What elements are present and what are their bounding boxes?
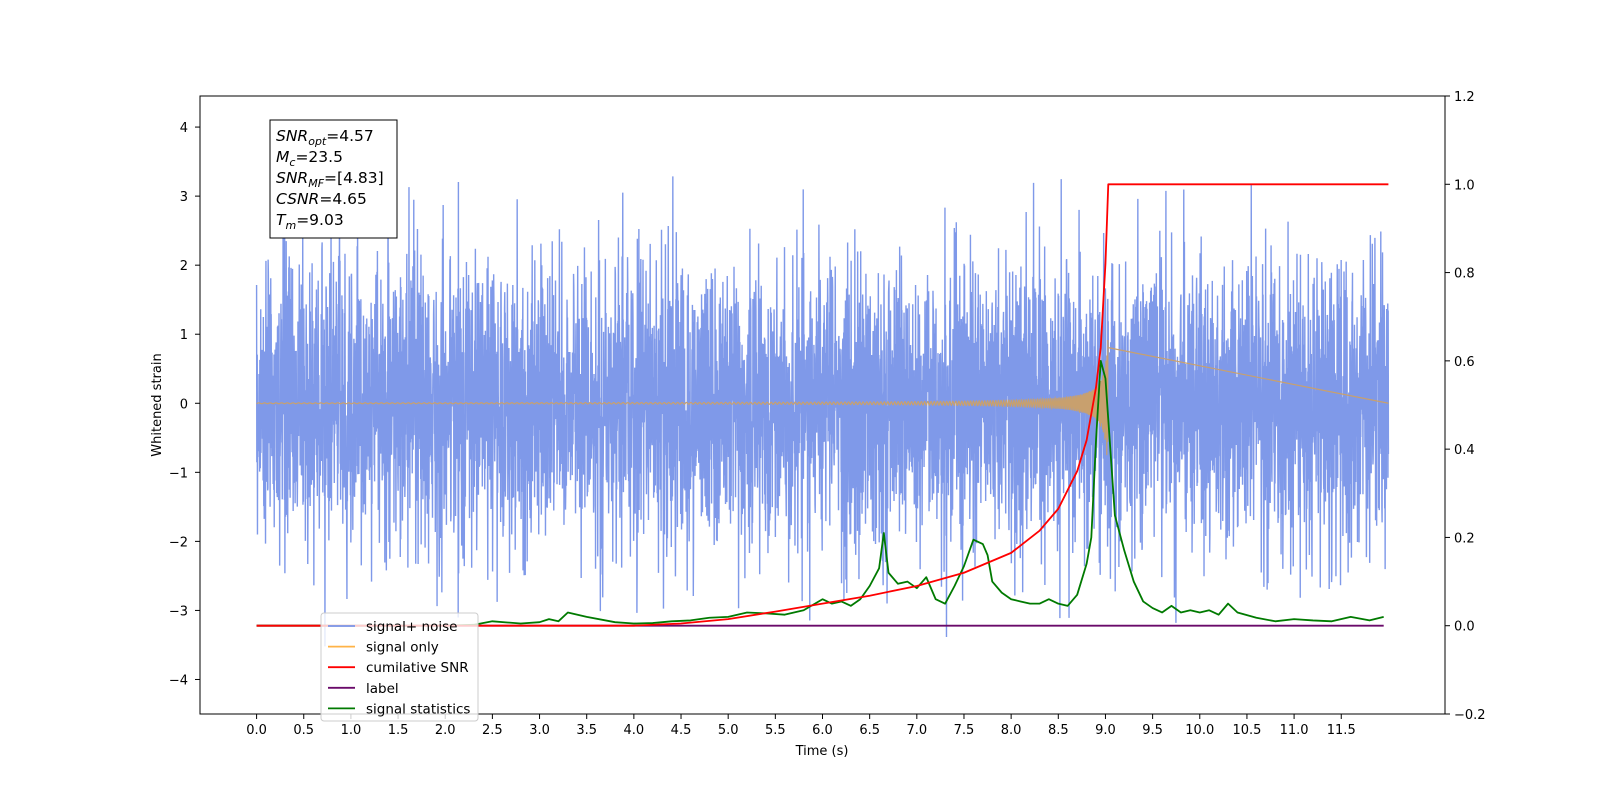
y2-tick-label: 0.8 xyxy=(1454,267,1475,282)
x-axis: 0.0 0.5 1.0 1.5 2.0 2.5 3.0 3.5 4.0 4.5 5.0 5.5 6.0 6… xyxy=(246,714,1356,738)
series-cumulative-snr xyxy=(256,183,1389,627)
y2-tick-label: 1.2 xyxy=(1454,90,1475,105)
legend-label: signal statistics xyxy=(366,701,470,717)
y-tick-label: −1 xyxy=(169,466,188,481)
y-tick-label: −2 xyxy=(169,535,188,550)
x-axis-title: Time (s) xyxy=(795,744,849,759)
x-tick-label: 10.0 xyxy=(1185,723,1214,738)
y2-tick-label: 1.0 xyxy=(1454,178,1475,193)
x-tick-label: 11.0 xyxy=(1280,723,1309,738)
x-tick-label: 3.5 xyxy=(576,723,597,738)
y-tick-label: −3 xyxy=(169,604,188,619)
y-tick-label: 0 xyxy=(180,397,188,412)
x-tick-label: 1.5 xyxy=(388,723,409,738)
x-tick-label: 0.5 xyxy=(293,723,314,738)
y2-tick-label: 0.6 xyxy=(1454,355,1475,370)
legend-label: signal+ noise xyxy=(366,619,457,635)
y2-tick-label: 0.2 xyxy=(1454,531,1475,546)
series-signal-only xyxy=(256,339,1389,456)
x-tick-label: 7.0 xyxy=(906,723,927,738)
legend-label: label xyxy=(366,681,399,697)
x-tick-label: 6.5 xyxy=(859,723,880,738)
x-tick-label: 7.5 xyxy=(954,723,975,738)
info-box-frame xyxy=(269,119,398,239)
x-tick-label: 4.0 xyxy=(624,723,645,738)
x-tick-label: 4.5 xyxy=(671,723,692,738)
x-tick-label: 2.0 xyxy=(435,723,456,738)
y-axis-right: −0.2 0.0 0.2 0.4 0.6 0.8 1.0 1.2 xyxy=(1445,90,1486,723)
x-tick-label: 3.0 xyxy=(529,723,550,738)
y-tick-label: 3 xyxy=(180,190,188,205)
x-tick-label: 1.0 xyxy=(341,723,362,738)
y-tick-label: 1 xyxy=(180,328,188,343)
info-line: Mc=23.5 xyxy=(276,148,343,169)
legend-label: cumilative SNR xyxy=(366,660,469,676)
x-tick-label: 9.0 xyxy=(1095,723,1116,738)
x-tick-label: 11.5 xyxy=(1327,723,1356,738)
series-signal-noise xyxy=(255,170,1390,647)
y-axis-left: −4 −3 −2 −1 0 1 2 3 4 xyxy=(169,121,200,688)
series-signal-statistics xyxy=(256,359,1384,627)
x-tick-label: 0.0 xyxy=(246,723,267,738)
x-tick-label: 5.0 xyxy=(718,723,739,738)
y-tick-label: 2 xyxy=(180,259,188,274)
info-line: Tm=9.03 xyxy=(276,211,344,232)
x-tick-label: 6.0 xyxy=(812,723,833,738)
legend: signal+ noise signal only cumilative SNR la… xyxy=(320,612,479,722)
info-line: CSNR=4.65 xyxy=(276,190,367,208)
info-line: SNRMF=[4.83] xyxy=(276,169,384,190)
x-tick-label: 5.5 xyxy=(765,723,786,738)
series-layer xyxy=(255,170,1390,647)
x-tick-label: 8.5 xyxy=(1048,723,1069,738)
y2-tick-label: −0.2 xyxy=(1454,708,1486,723)
x-tick-label: 10.5 xyxy=(1232,723,1261,738)
legend-label: signal only xyxy=(366,640,439,656)
y-axis-title: Whitened strain xyxy=(150,353,165,456)
y2-tick-label: 0.4 xyxy=(1454,443,1475,458)
legend-frame xyxy=(320,612,479,722)
x-tick-label: 8.0 xyxy=(1001,723,1022,738)
x-tick-label: 9.5 xyxy=(1142,723,1163,738)
y-tick-label: 4 xyxy=(180,121,188,136)
x-tick-label: 2.5 xyxy=(482,723,503,738)
y2-tick-label: 0.0 xyxy=(1454,620,1475,635)
info-line: SNRopt=4.57 xyxy=(276,127,374,148)
y-tick-label: −4 xyxy=(169,673,188,688)
